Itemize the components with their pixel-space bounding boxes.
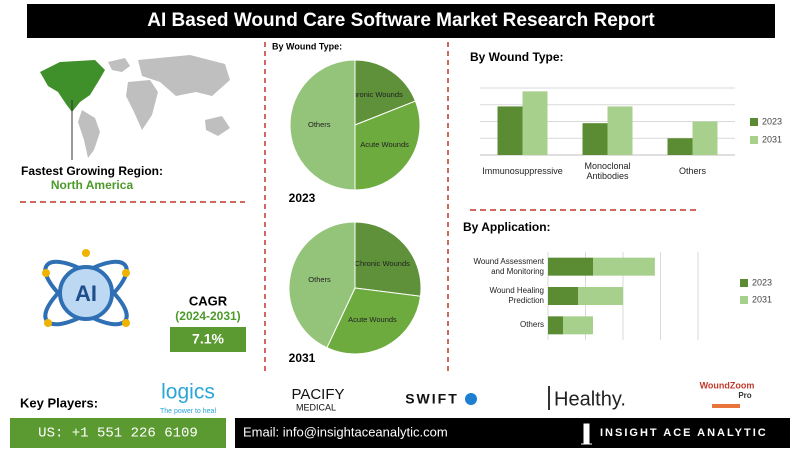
region-value: North America: [51, 178, 134, 192]
bar: [667, 138, 693, 155]
label-box: Others: [519, 320, 544, 330]
cagr-period: (2024-2031): [175, 309, 240, 323]
label-box: Others: [678, 166, 706, 176]
legend-label: 2031: [752, 294, 772, 304]
world-map: [40, 55, 230, 160]
chart-subtitle: 2023: [289, 191, 316, 205]
legend-swatch: [750, 136, 758, 144]
company-logo: PACIFY: [291, 386, 344, 403]
bar: [582, 123, 608, 155]
label-box: Others: [308, 275, 331, 285]
pie-slice: [288, 221, 356, 349]
legend-label: 2031: [762, 134, 782, 144]
bar: [607, 106, 633, 155]
bar: [548, 316, 563, 335]
label-box: Chronic Wounds: [354, 258, 410, 268]
category-label: Wound Healing Prediction: [489, 286, 544, 305]
pie-slice: [326, 287, 422, 355]
bar: [548, 257, 593, 276]
legend-swatch: [750, 118, 758, 126]
chart-title: By Wound Type:: [470, 50, 564, 64]
bar: [563, 316, 593, 335]
category-label: Chronic Wounds: [354, 258, 410, 268]
label-box: Acute Wounds: [348, 314, 397, 324]
chart-subtitle: 2031: [289, 351, 316, 365]
category-label: Wound Assessment and Monitoring: [473, 256, 544, 276]
label-box: Others: [307, 120, 331, 129]
cagr-label: CAGR: [189, 293, 228, 308]
brand: INSIGHT ACE ANALYTIC: [600, 427, 768, 439]
title-bar: [27, 4, 775, 38]
cagr-box: [170, 327, 246, 352]
brand-icon: [581, 423, 592, 445]
footer-bar: [235, 418, 790, 448]
company-tagline: The power to heal: [160, 408, 216, 415]
ai-icon-label: AI: [75, 281, 97, 306]
bar: [548, 287, 578, 305]
category-label: Others: [678, 166, 706, 176]
label-box: Wound Healing Prediction: [489, 286, 544, 305]
pie-slice: [289, 59, 356, 191]
email: Email: info@insightaceanalytic.com: [243, 424, 448, 439]
company-tagline: MEDICAL: [296, 402, 336, 412]
bar: [692, 121, 718, 155]
label-box: Immunosuppressive: [482, 166, 563, 176]
label-box: Monoclonal Antibodies: [584, 161, 631, 181]
bar: [522, 91, 548, 155]
pie-slice: [354, 59, 417, 126]
legend-label: 2023: [752, 277, 772, 287]
label-box: Wound Assessment and Monitoring: [473, 256, 544, 276]
phone-box: [10, 418, 226, 448]
company-logo: WoundZoom: [700, 380, 755, 390]
region-label: Fastest Growing Region:: [21, 164, 163, 178]
company-logo: Healthy.: [554, 388, 626, 410]
label-box: Chronic Wounds: [347, 90, 403, 100]
page-title: AI Based Wound Care Software Market Rese…: [147, 10, 655, 31]
key-players-label: Key Players:: [20, 395, 98, 410]
company-logo: SWIFT: [405, 391, 459, 407]
category-label: Others: [308, 275, 331, 285]
bar: [497, 106, 523, 155]
ai-icon: [42, 249, 130, 327]
logo-icon: [712, 404, 740, 408]
category-label: Others: [307, 120, 331, 129]
category-label: Acute Wounds: [360, 140, 409, 150]
cagr-value: 7.1%: [192, 331, 224, 347]
chart-title: By Application:: [463, 220, 551, 234]
legend-label: 2023: [762, 116, 782, 126]
category-label: Others: [519, 320, 544, 330]
label-box: Acute Wounds: [360, 140, 409, 150]
chart-title: By Wound Type:: [272, 41, 342, 51]
category-label: Immunosuppressive: [482, 166, 563, 176]
legend-swatch: [740, 279, 748, 287]
logo-icon: [465, 393, 477, 405]
category-label: Monoclonal Antibodies: [584, 161, 631, 181]
logo-icon: [548, 386, 550, 410]
phone: US: +1 551 226 6109: [38, 426, 198, 442]
pie-slice: [354, 100, 421, 191]
category-label: Chronic Wounds: [347, 90, 403, 100]
company-tagline: Pro: [738, 391, 751, 400]
legend-swatch: [740, 296, 748, 304]
bar: [578, 287, 623, 305]
bar: [593, 257, 655, 276]
company-logo: logics: [161, 381, 215, 404]
category-label: Acute Wounds: [348, 314, 397, 324]
pie-slice: [354, 221, 422, 297]
